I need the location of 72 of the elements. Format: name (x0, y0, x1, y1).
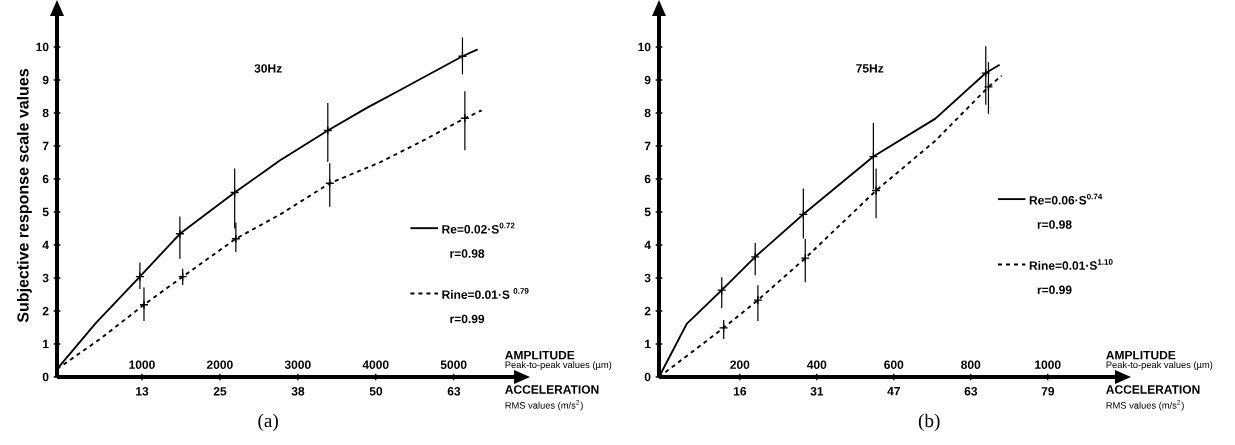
y-tick-label: 10 (638, 42, 651, 52)
legend-label: Re=0.02·S$^{0.72}$ (442, 222, 515, 234)
x-axis-title: AMPLITUDE (1106, 351, 1176, 360)
y-tick-label: 6 (644, 174, 651, 184)
x-tick-label: 800 (961, 360, 981, 369)
y-tick-label: 3 (42, 273, 49, 283)
y-tick-label: 1 (43, 339, 49, 349)
x-tick-label: 3000 (284, 360, 311, 369)
x2-tick-label: 63 (964, 387, 978, 396)
y-tick-label: 3 (644, 273, 651, 283)
y-tick-label: 0 (42, 372, 49, 382)
y-tick-label: 4 (644, 240, 651, 250)
annotation: r=0.99 (450, 314, 485, 324)
point (139, 300, 149, 310)
x-tick-label: 5000 (440, 360, 467, 369)
x-tick-label: 200 (730, 360, 750, 369)
point (460, 113, 470, 123)
x2-tick-label: 38 (291, 387, 305, 396)
x-tick-label: 4000 (362, 360, 389, 369)
x-tick-label: 1000 (129, 360, 155, 369)
x-tick-label: 400 (806, 360, 827, 369)
y-tick-label: 7 (42, 141, 49, 151)
annotation: r=0.99 (1037, 285, 1072, 295)
x-axis-title: AMPLITUDE (505, 351, 575, 360)
x2-tick-label: 79 (1041, 387, 1055, 396)
point (750, 252, 760, 262)
x2-tick-label: 47 (887, 387, 900, 396)
y-tick-label: 5 (644, 207, 651, 217)
legend-label: Rine=0.01·S $^{0.79}$ (442, 288, 529, 299)
y-tick-label: 9 (644, 75, 651, 85)
text: 75Hz (856, 64, 884, 73)
point (135, 272, 145, 282)
legend-label: Re=0.06·S$^{0.74}$ (1029, 193, 1103, 205)
annotation: r=0.98 (450, 249, 485, 258)
point (983, 82, 994, 92)
x-tick-label: 600 (884, 360, 904, 369)
annotation: Peak-to-peak values (µm) (1106, 361, 1213, 370)
x2-tick-label: 63 (447, 387, 461, 396)
x-tick-label: 1000 (1035, 360, 1061, 369)
x2-tick-label: 16 (733, 387, 747, 396)
y-tick-label: 7 (644, 141, 651, 151)
text: (a) (258, 413, 278, 432)
y-tick-label: 2 (42, 306, 49, 316)
y-tick-label: 2 (644, 306, 651, 316)
x2-tick-label: 13 (136, 387, 149, 396)
y-tick-label: 8 (644, 108, 651, 118)
point (175, 229, 185, 239)
x2-tick-label: 50 (369, 387, 383, 396)
y-axis-title: Subjective response scale values (16, 68, 32, 323)
y-tick-label: 5 (42, 207, 49, 217)
y-tick-label: 4 (42, 240, 49, 250)
x2-axis-title: ACCELERATION (1106, 385, 1200, 394)
text: 30Hz (254, 64, 282, 73)
legend-label: Rine=0.01·S$^{1.10}$ (1029, 259, 1113, 270)
x2-tick-label: 25 (213, 387, 227, 396)
y-tick-label: 9 (42, 75, 49, 85)
point (753, 295, 763, 305)
y-tick-label: 8 (42, 108, 49, 118)
annotation: Peak-to-peak values (µm) (505, 361, 612, 370)
point (231, 234, 241, 244)
x-tick-label: 2000 (206, 360, 233, 369)
y-tick-label: 1 (645, 339, 651, 349)
text: RMS values (m/s$^{2}$) (1106, 399, 1184, 411)
x2-tick-label: 31 (810, 387, 824, 396)
y-tick-label: 0 (644, 372, 651, 382)
point (981, 68, 991, 78)
x2-axis-title: ACCELERATION (505, 385, 599, 394)
annotation: r=0.98 (1037, 220, 1072, 229)
y-tick-label: 6 (42, 174, 49, 184)
text: (b) (918, 413, 940, 432)
y-tick-label: 10 (36, 42, 49, 52)
text: RMS values (m/s$^{2}$) (505, 399, 583, 411)
